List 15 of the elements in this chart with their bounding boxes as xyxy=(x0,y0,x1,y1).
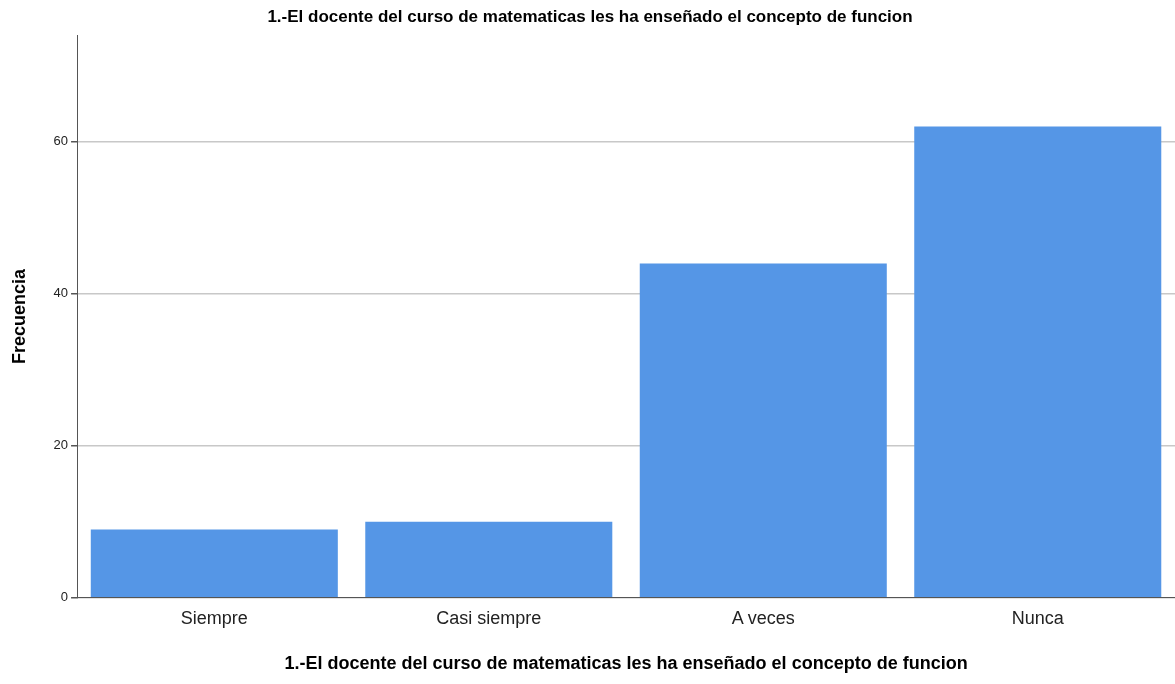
x-tick-label: Siempre xyxy=(180,607,248,628)
y-tick-label: 60 xyxy=(53,133,69,149)
y-tick-label: 40 xyxy=(53,285,69,301)
x-tick-label: Casi siempre xyxy=(436,607,542,628)
bar xyxy=(914,126,1162,598)
chart-title: 1.-El docente del curso de matematicas les ha enseñado el concepto de funcion xyxy=(267,6,913,26)
bar xyxy=(365,521,613,598)
x-axis-title: 1.-El docente del curso de matematicas les ha enseñado el concepto de funcion xyxy=(284,653,968,674)
y-tick-label: 20 xyxy=(53,437,69,453)
bar xyxy=(90,529,338,598)
x-tick-label: A veces xyxy=(731,607,795,628)
bar xyxy=(639,263,887,598)
y-axis-title: Frecuencia xyxy=(8,268,29,365)
x-tick-label: Nunca xyxy=(1011,607,1065,628)
y-tick-label: 0 xyxy=(60,589,69,605)
